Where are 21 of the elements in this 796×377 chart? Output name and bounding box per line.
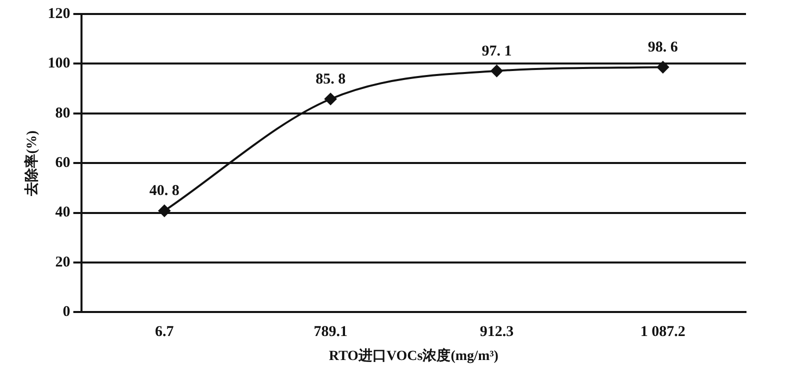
point <box>324 92 337 105</box>
y-tick-label: 100 <box>48 56 70 72</box>
point <box>490 64 503 77</box>
point <box>158 204 170 217</box>
x-tick-label: 6.7 <box>155 324 174 340</box>
y-tick-label: 60 <box>55 154 70 171</box>
data-label: 85. 8 <box>316 71 346 88</box>
y-tick-label: 40 <box>55 204 70 221</box>
data-label: 98. 6 <box>648 40 678 56</box>
y-tick-label: 80 <box>55 105 70 122</box>
point <box>656 61 669 74</box>
data-label: 40. 8 <box>149 183 180 200</box>
x-tick-label: 1 087.2 <box>640 324 686 340</box>
data-label: 97. 1 <box>482 43 512 60</box>
y-tick-label: 0 <box>62 304 70 320</box>
y-tick-label: 20 <box>55 254 70 270</box>
y-tick-label: 120 <box>48 6 70 22</box>
y-axis-title: 去除率(%) <box>23 130 40 197</box>
x-tick-label: 912.3 <box>480 324 514 340</box>
x-tick-label: 789.1 <box>314 324 348 340</box>
x-axis-title: RTO进口VOCs浓度(mg/m³) <box>328 347 499 364</box>
